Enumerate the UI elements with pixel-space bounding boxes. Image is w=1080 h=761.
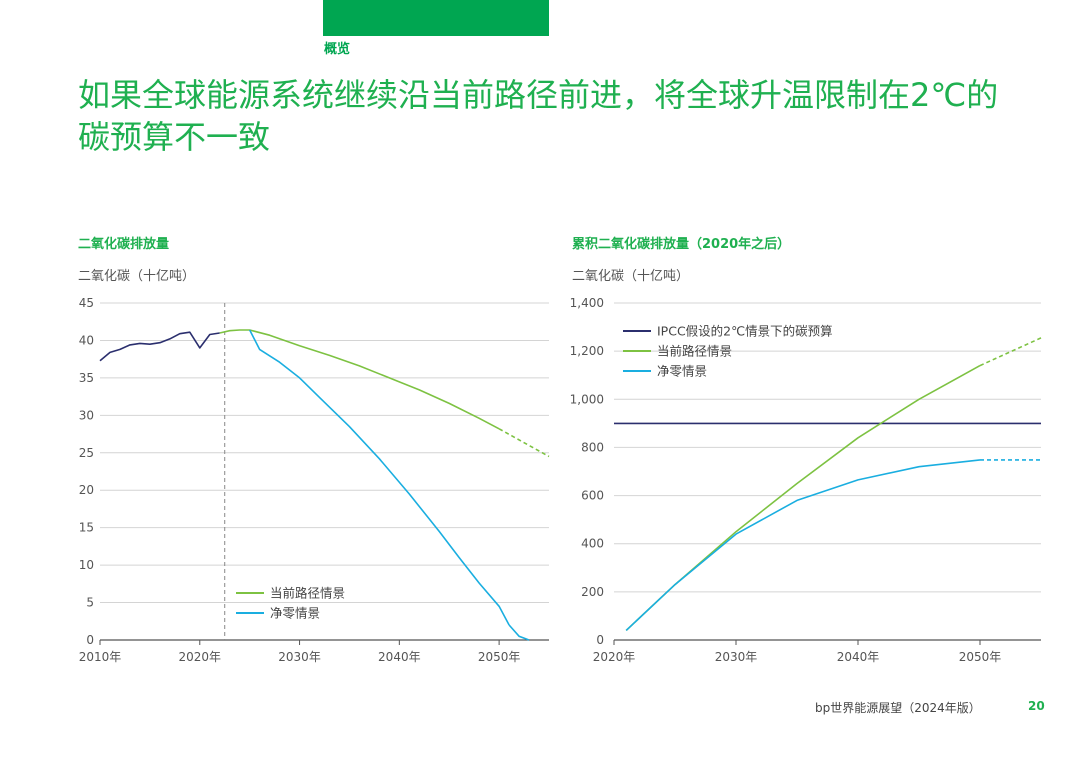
chart-2-y-tick-label: 1,200 [570,344,604,358]
chart-2-x-tick-label: 2030年 [715,650,758,664]
chart-1-title: 二氧化碳排放量 [78,237,170,252]
chart-1-series-2-line-tail [508,624,530,641]
chart-1-series-0-line [99,331,220,362]
chart-2-x-tick-label: 2020年 [593,650,636,664]
chart-1-y-tick-label: 20 [79,483,94,497]
chart-1-series-1-line-projection [498,428,550,458]
chart-1-y-tick-label: 10 [79,558,94,572]
chart-2-y-tick-label: 200 [581,585,604,599]
chart-2-y-tick-label: 0 [596,633,604,647]
chart-2-series-1-line-projection [979,337,1042,367]
header-accent-bar [323,0,549,36]
chart-2-title: 累积二氧化碳排放量（2020年之后） [572,237,791,252]
chart-2-legend-label: 当前路径情景 [657,344,732,359]
chart-1-y-tick-label: 30 [79,408,94,422]
chart-2-y-tick-label: 600 [581,489,604,503]
chart-1-y-tick-label: 40 [79,333,94,347]
page-title: 如果全球能源系统继续沿当前路径前进，将全球升温限制在2℃的碳预算不一致 [78,76,999,156]
chart-2-unit-label: 二氧化碳（十亿吨） [572,269,690,284]
chart-2-x-tick-label: 2050年 [959,650,1002,664]
chart-2-legend-label: 净零情景 [657,364,707,379]
chart-2-legend-label: IPCC假设的2℃情景下的碳预算 [657,324,833,339]
chart-1-x-tick-label: 2040年 [378,650,421,664]
chart-2-y-tick-label: 1,000 [570,392,604,406]
chart-1-legend-label: 净零情景 [270,606,320,621]
chart-2-y-tick-label: 800 [581,440,604,454]
chart-1-y-tick-label: 25 [79,446,94,460]
chart-2-y-tick-label: 400 [581,537,604,551]
chart-1-x-tick-label: 2020年 [179,650,222,664]
page-number: 20 [1028,699,1045,713]
chart-1-x-tick-label: 2050年 [478,650,521,664]
chart-1-unit-label: 二氧化碳（十亿吨） [78,269,196,284]
chart-1-y-tick-label: 45 [79,296,94,310]
chart-1-x-tick-label: 2030年 [278,650,321,664]
chart-1-y-tick-label: 15 [79,521,94,535]
chart-1-y-tick-label: 0 [86,633,94,647]
chart-1-x-tick-label: 2010年 [79,650,122,664]
section-label: 概览 [324,42,351,57]
chart-2-y-tick-label: 1,400 [570,296,604,310]
footer-source: bp世界能源展望（2024年版） [815,701,981,715]
chart-2-series-2-line [625,459,981,631]
chart-2-x-tick-label: 2040年 [837,650,880,664]
chart-1-legend-label: 当前路径情景 [270,586,345,601]
chart-1-series-2-line [248,329,510,626]
chart-1-y-tick-label: 5 [86,596,94,610]
chart-1-series-1-line [219,329,500,430]
chart-1-y-tick-label: 35 [79,371,94,385]
